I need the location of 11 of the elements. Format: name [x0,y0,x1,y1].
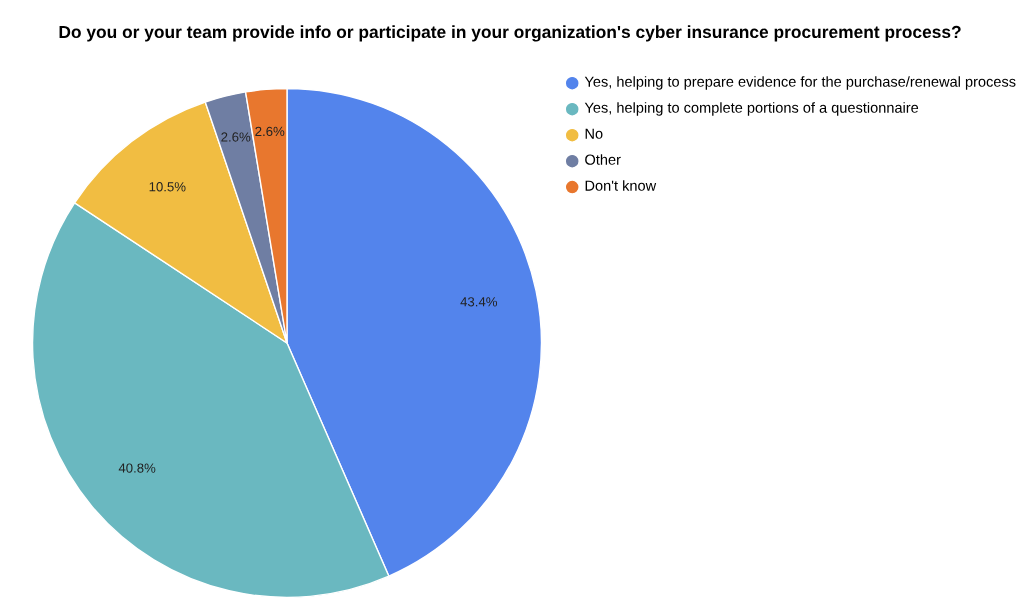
data-label: 10.5% [149,182,186,192]
data-label: 40.8% [118,463,156,473]
legend-label: Yes, helping to complete portions of a questionnaire [584,102,919,116]
legend-label: Yes, helping to prepare evidence for the purchase/renewal process [584,76,1016,90]
chart-title: Do you or your team provide info or participate in your organization's cyber insurance procurement process? [59,25,961,42]
legend-label: No [585,128,603,139]
data-label: 2.6% [255,126,285,137]
data-label: 2.6% [221,132,251,142]
legend-label: Other [585,154,621,165]
data-label: 43.4% [460,297,498,307]
legend-label: Don't know [585,180,657,191]
